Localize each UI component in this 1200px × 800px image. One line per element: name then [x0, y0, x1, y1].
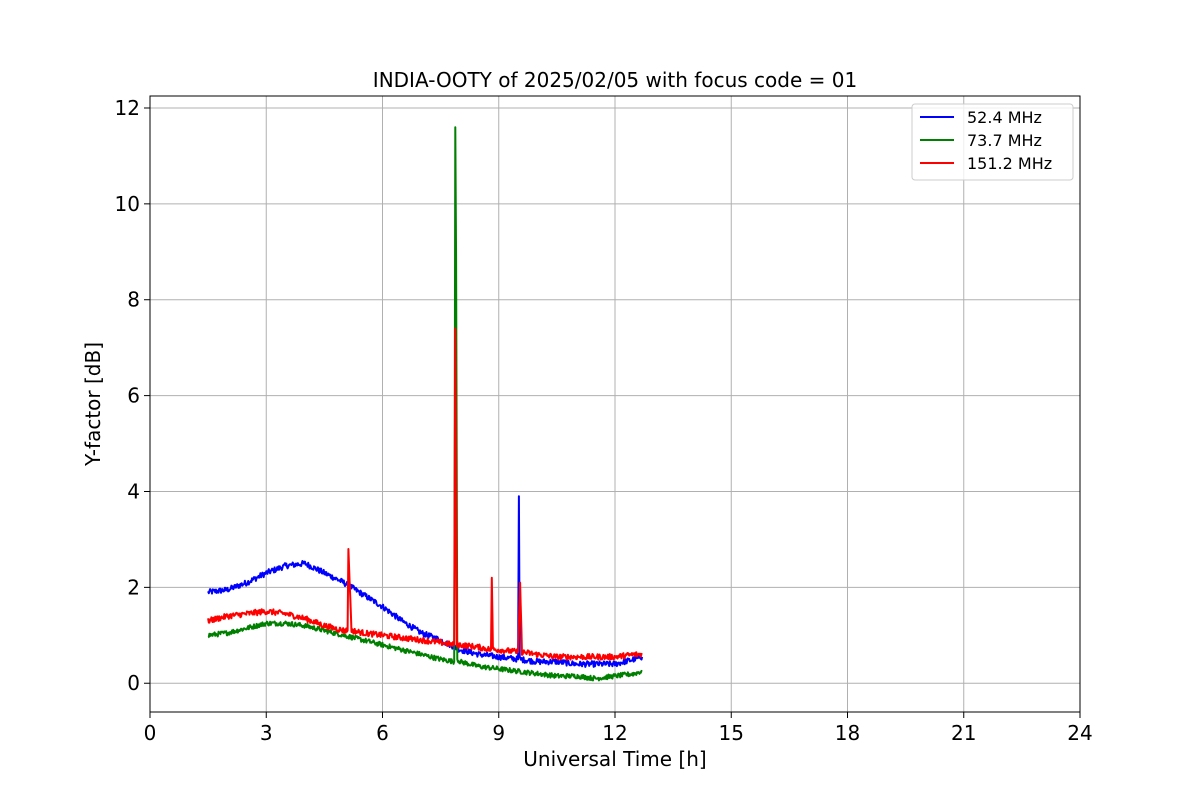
legend-box — [911, 103, 1074, 181]
x-axis-label: Universal Time [h] — [523, 747, 706, 771]
x-tick-label: 12 — [602, 721, 627, 745]
series-line — [207, 327, 643, 661]
y-tick-label: 8 — [127, 288, 140, 312]
x-tick-label: 18 — [835, 721, 860, 745]
series-line — [207, 126, 643, 682]
y-tick-label: 10 — [115, 192, 140, 216]
chart-title: INDIA-OOTY of 2025/02/05 with focus code… — [373, 68, 857, 92]
y-tick-label: 12 — [115, 96, 140, 120]
series-layer — [207, 126, 644, 682]
y-axis-label: Y-factor [dB] — [81, 342, 105, 467]
x-tick-label: 15 — [719, 721, 744, 745]
y-tick-label: 0 — [127, 671, 140, 695]
y-tick-label: 4 — [127, 479, 140, 503]
y-tick-label: 6 — [127, 384, 140, 408]
x-tick-label: 21 — [951, 721, 976, 745]
legend-label: 73.7 MHz — [967, 131, 1042, 150]
series-line — [207, 495, 644, 668]
x-tick-label: 9 — [492, 721, 505, 745]
y-tick-label: 2 — [127, 575, 140, 599]
x-tick-label: 3 — [260, 721, 273, 745]
legend: 52.4 MHz 73.7 MHz 151.2 MHz — [911, 103, 1074, 181]
legend-label: 151.2 MHz — [967, 154, 1052, 173]
x-tick-label: 0 — [144, 721, 157, 745]
x-tick-label: 24 — [1067, 721, 1092, 745]
legend-label: 52.4 MHz — [967, 108, 1042, 127]
x-tick-label: 6 — [376, 721, 389, 745]
